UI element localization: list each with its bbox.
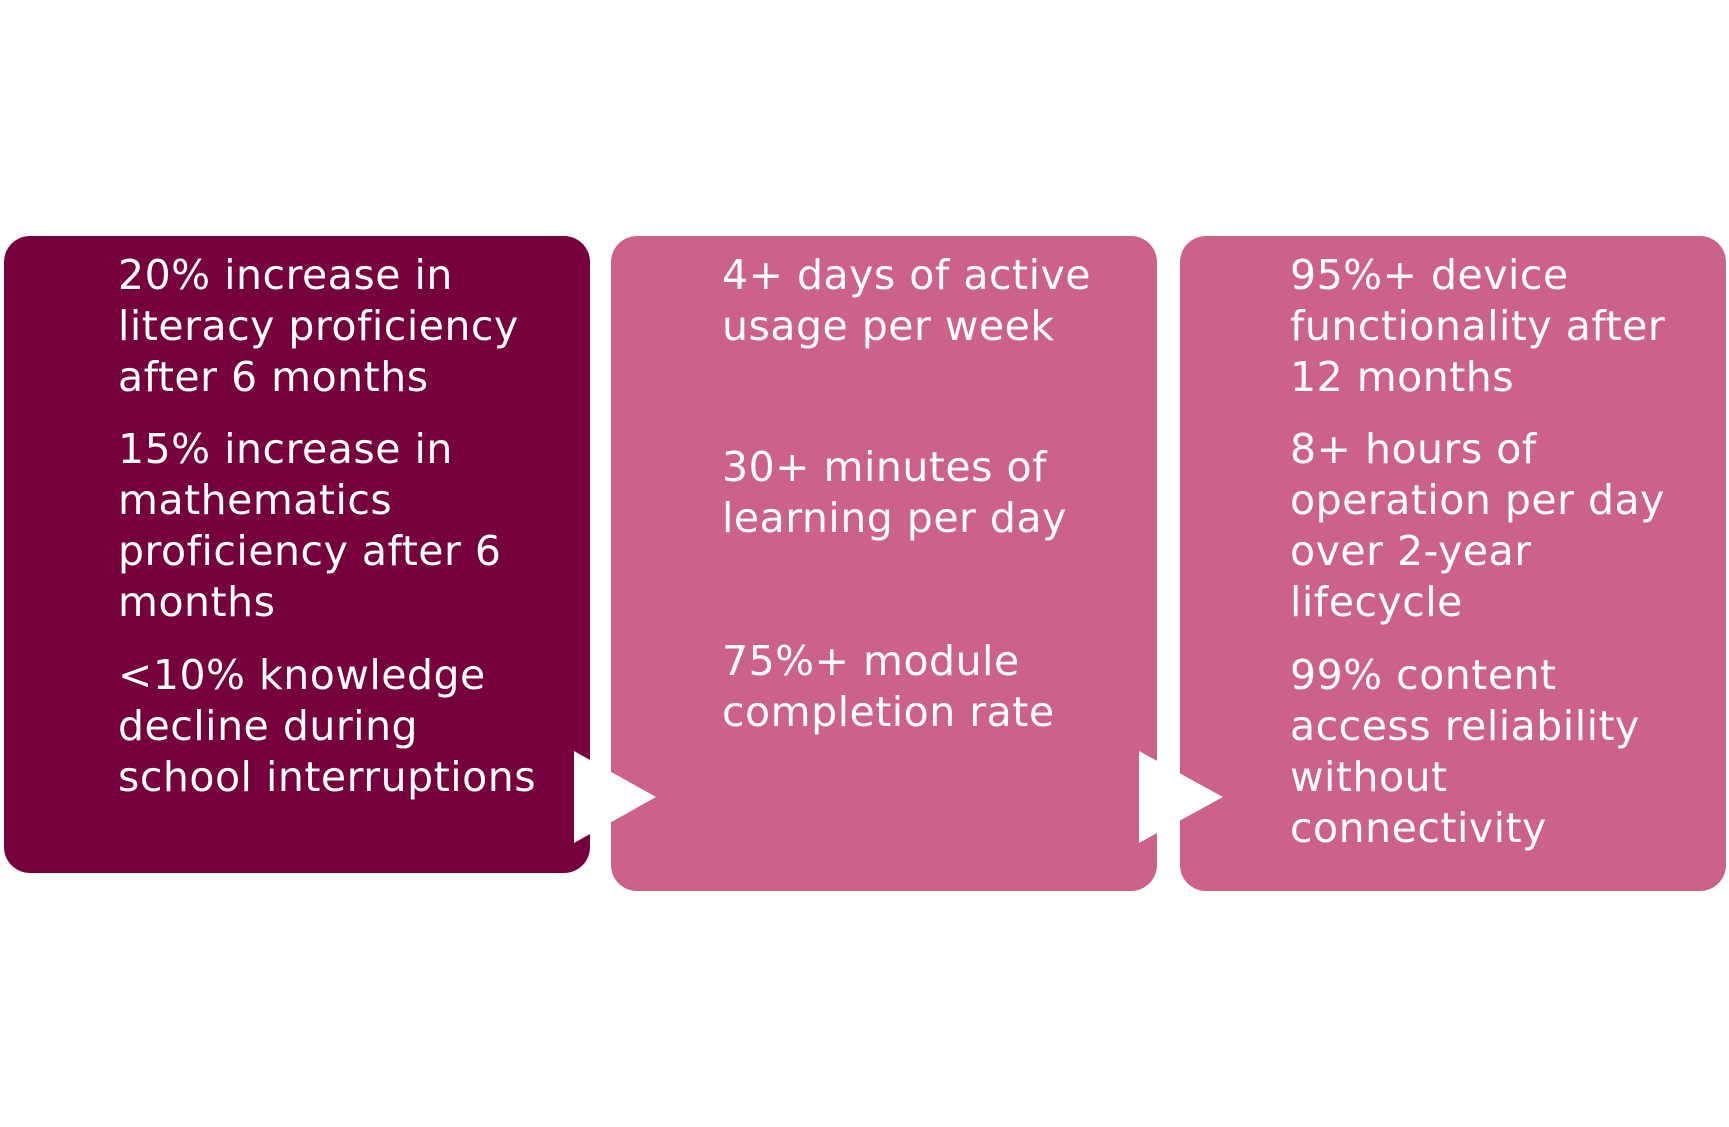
chevron-arrow-icon bbox=[574, 751, 656, 843]
metric-module-completion: 75%+ module completion rate bbox=[722, 637, 1055, 736]
outcomes-panel: 20% increase in literacy proficiency aft… bbox=[4, 236, 590, 873]
metric-learning-minutes: 30+ minutes of learning per day bbox=[722, 443, 1067, 542]
device-panel: 95%+ device functionality after 12 month… bbox=[1180, 236, 1726, 891]
metric-device-functionality: 95%+ device functionality after 12 month… bbox=[1290, 251, 1666, 401]
metric-operation-hours: 8+ hours of operation per day over 2-yea… bbox=[1290, 425, 1665, 626]
engagement-panel: 4+ days of active usage per week 30+ min… bbox=[611, 236, 1157, 891]
metric-active-days: 4+ days of active usage per week bbox=[722, 251, 1091, 350]
metric-knowledge-decline: <10% knowledge decline during school int… bbox=[118, 651, 537, 801]
metric-literacy: 20% increase in literacy proficiency aft… bbox=[118, 251, 519, 401]
chevron-arrow-icon bbox=[1139, 751, 1223, 843]
metric-mathematics: 15% increase in mathematics proficiency … bbox=[118, 425, 502, 626]
metric-content-access: 99% content access reliability without c… bbox=[1290, 651, 1640, 852]
